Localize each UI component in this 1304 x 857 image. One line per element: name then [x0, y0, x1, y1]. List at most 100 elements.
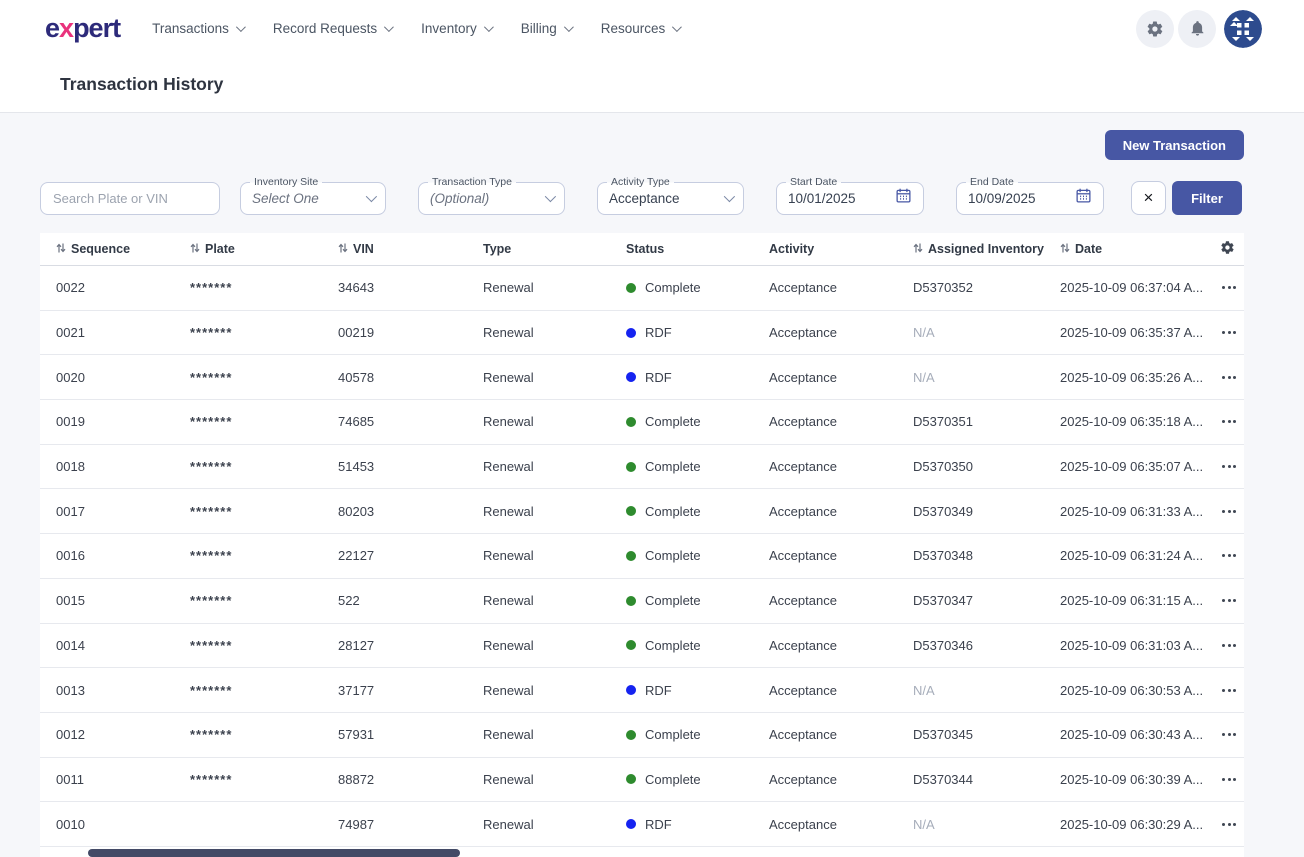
- row-menu-button[interactable]: [1220, 595, 1238, 606]
- cell-status: RDF: [626, 683, 769, 698]
- row-menu-button[interactable]: [1220, 282, 1238, 293]
- cell-plate-masked: *******: [190, 727, 338, 742]
- cell-activity: Acceptance: [769, 683, 913, 698]
- column-label: Status: [626, 242, 664, 256]
- nav-billing[interactable]: Billing: [521, 21, 571, 36]
- sort-icon[interactable]: [338, 242, 348, 257]
- table-row[interactable]: 0013 ******* 37177 Renewal RDF Acceptanc…: [40, 668, 1244, 713]
- cell-type: Renewal: [483, 638, 626, 653]
- chevron-down-icon: [545, 191, 556, 202]
- table-row[interactable]: 0015 ******* 522 Renewal Complete Accept…: [40, 579, 1244, 624]
- cell-status: Complete: [626, 638, 769, 653]
- cell-assigned-inventory: D5370351: [913, 414, 1060, 429]
- row-menu-button[interactable]: [1220, 506, 1238, 517]
- start-date-field[interactable]: Start Date 10/01/2025: [776, 182, 924, 215]
- transaction-type-label: Transaction Type: [428, 175, 516, 189]
- cell-sequence: 0020: [56, 370, 190, 385]
- nav-record-requests[interactable]: Record Requests: [273, 21, 391, 36]
- table-row[interactable]: 0022 ******* 34643 Renewal Complete Acce…: [40, 266, 1244, 311]
- column-header-assigned-inventory[interactable]: Assigned Inventory: [913, 242, 1060, 257]
- table-row[interactable]: 0011 ******* 88872 Renewal Complete Acce…: [40, 758, 1244, 803]
- transactions-table: Sequence Plate VIN Type Status Activity …: [40, 233, 1244, 857]
- filter-button[interactable]: Filter: [1172, 181, 1242, 215]
- table-settings-button[interactable]: [1220, 240, 1235, 258]
- search-input[interactable]: [40, 182, 220, 215]
- calendar-icon[interactable]: [895, 187, 912, 209]
- nav-resources[interactable]: Resources: [601, 21, 680, 36]
- cell-plate-masked: *******: [190, 504, 338, 519]
- table-row[interactable]: 0020 ******* 40578 Renewal RDF Acceptanc…: [40, 355, 1244, 400]
- cell-actions: [1220, 550, 1238, 561]
- row-menu-button[interactable]: [1220, 416, 1238, 427]
- inventory-site-select[interactable]: Inventory Site Select One: [240, 182, 386, 215]
- sort-icon[interactable]: [913, 242, 923, 257]
- cell-plate-masked: *******: [190, 548, 338, 563]
- settings-button[interactable]: [1136, 10, 1174, 48]
- cell-status: Complete: [626, 593, 769, 608]
- column-header-type: Type: [483, 242, 626, 256]
- user-avatar[interactable]: [1224, 10, 1262, 48]
- activity-type-select[interactable]: Activity Type Acceptance: [597, 182, 744, 215]
- table-row[interactable]: 0010 74987 Renewal RDF Acceptance N/A 20…: [40, 802, 1244, 847]
- cell-plate-masked: *******: [190, 683, 338, 698]
- row-menu-button[interactable]: [1220, 461, 1238, 472]
- row-menu-button[interactable]: [1220, 819, 1238, 830]
- clear-filters-button[interactable]: ×: [1131, 181, 1166, 215]
- sort-icon[interactable]: [190, 242, 200, 257]
- column-header-vin[interactable]: VIN: [338, 242, 483, 257]
- cell-actions: [1220, 729, 1238, 740]
- status-dot: [626, 372, 636, 382]
- row-menu-button[interactable]: [1220, 640, 1238, 651]
- table-row[interactable]: 0017 ******* 80203 Renewal Complete Acce…: [40, 489, 1244, 534]
- sort-icon[interactable]: [1060, 242, 1070, 257]
- chevron-down-icon: [672, 22, 682, 32]
- transaction-type-select[interactable]: Transaction Type (Optional): [418, 182, 565, 215]
- row-menu-button[interactable]: [1220, 327, 1238, 338]
- ellipsis-icon: [1222, 510, 1225, 513]
- notifications-button[interactable]: [1178, 10, 1216, 48]
- sort-icon[interactable]: [56, 242, 66, 257]
- row-menu-button[interactable]: [1220, 550, 1238, 561]
- nav-inventory[interactable]: Inventory: [421, 21, 491, 36]
- cell-date: 2025-10-09 06:35:18 A...: [1060, 414, 1220, 429]
- ellipsis-icon: [1228, 599, 1231, 602]
- inventory-site-value: Select One: [252, 191, 319, 206]
- cell-date: 2025-10-09 06:35:26 A...: [1060, 370, 1220, 385]
- cell-vin: 74987: [338, 817, 483, 832]
- cell-actions: [1220, 774, 1238, 785]
- table-row[interactable]: 0014 ******* 28127 Renewal Complete Acce…: [40, 624, 1244, 669]
- column-header-sequence[interactable]: Sequence: [56, 242, 190, 257]
- column-header-date[interactable]: Date: [1060, 242, 1220, 257]
- cell-actions: [1220, 640, 1238, 651]
- table-row[interactable]: 0018 ******* 51453 Renewal Complete Acce…: [40, 445, 1244, 490]
- brand-logo[interactable]: expert: [45, 13, 120, 44]
- cell-type: Renewal: [483, 593, 626, 608]
- ellipsis-icon: [1228, 644, 1231, 647]
- row-menu-button[interactable]: [1220, 729, 1238, 740]
- chevron-down-icon: [484, 22, 494, 32]
- nav-transactions-label: Transactions: [152, 21, 229, 36]
- top-navigation-bar: expert Transactions Record Requests Inve…: [0, 0, 1304, 57]
- row-menu-button[interactable]: [1220, 372, 1238, 383]
- nav-transactions[interactable]: Transactions: [152, 21, 243, 36]
- table-row[interactable]: 0019 ******* 74685 Renewal Complete Acce…: [40, 400, 1244, 445]
- new-transaction-button[interactable]: New Transaction: [1105, 130, 1244, 160]
- status-dot: [626, 685, 636, 695]
- row-menu-button[interactable]: [1220, 774, 1238, 785]
- end-date-field[interactable]: End Date 10/09/2025: [956, 182, 1104, 215]
- ellipsis-icon: [1233, 689, 1236, 692]
- calendar-icon[interactable]: [1075, 187, 1092, 209]
- cell-vin: 74685: [338, 414, 483, 429]
- ellipsis-icon: [1228, 554, 1231, 557]
- cell-status: Complete: [626, 727, 769, 742]
- table-row[interactable]: 0012 ******* 57931 Renewal Complete Acce…: [40, 713, 1244, 758]
- column-header-plate[interactable]: Plate: [190, 242, 338, 257]
- cell-activity: Acceptance: [769, 280, 913, 295]
- top-icon-group: [1136, 10, 1262, 48]
- cell-activity: Acceptance: [769, 772, 913, 787]
- row-menu-button[interactable]: [1220, 685, 1238, 696]
- table-row[interactable]: 0021 ******* 00219 Renewal RDF Acceptanc…: [40, 311, 1244, 356]
- ellipsis-icon: [1233, 823, 1236, 826]
- horizontal-scrollbar-thumb[interactable]: [88, 849, 460, 857]
- table-row[interactable]: 0016 ******* 22127 Renewal Complete Acce…: [40, 534, 1244, 579]
